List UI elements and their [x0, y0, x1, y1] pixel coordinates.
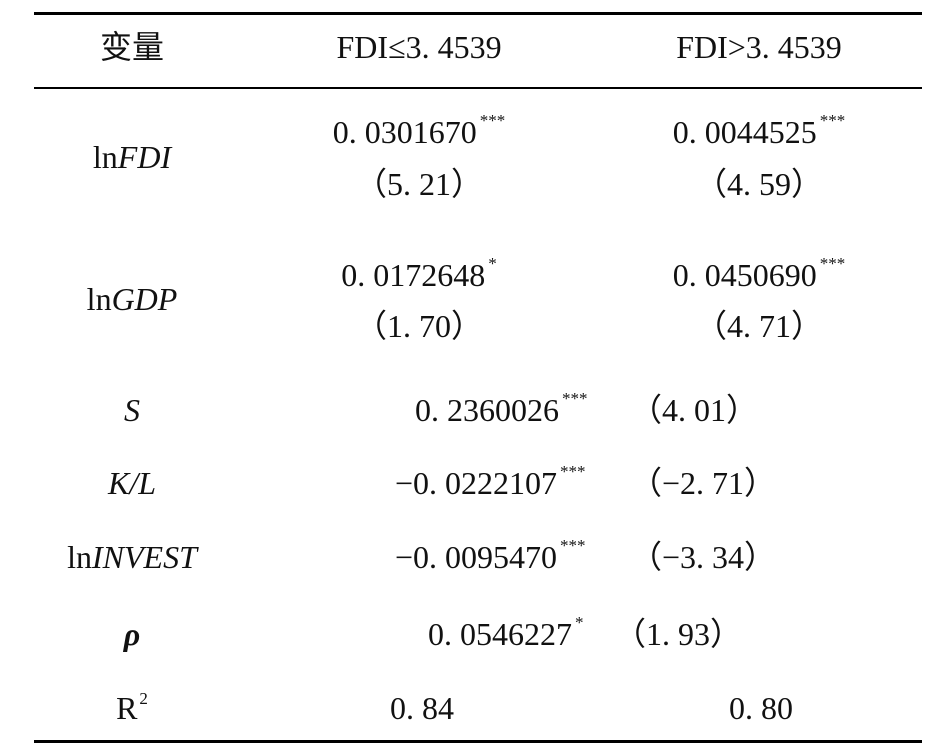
lngdp-col1-coef: 0. 0172648 *	[341, 254, 497, 293]
row-label-lnfdi: lnFDI	[92, 139, 172, 175]
lngdp-col2-t: （4. 71）	[694, 308, 824, 344]
lngdp-col2-coef: 0. 0450690 ***	[672, 254, 846, 293]
lnfdi-col1-coef: 0. 0301670 ***	[332, 111, 506, 150]
kl-t: （−2. 71）	[630, 465, 777, 501]
header-col2: FDI>3. 4539	[676, 29, 842, 65]
s-coef: 0. 2360026 ***	[415, 389, 588, 428]
rho-t: （1. 93）	[614, 616, 743, 652]
row-label-kl: K/L	[107, 465, 157, 501]
header-col1: FDI≤3. 4539	[336, 29, 502, 65]
header-rule	[34, 87, 922, 89]
lnfdi-col2-coef: 0. 0044525 ***	[672, 111, 846, 150]
rho-coef: 0. 0546227 *	[428, 613, 584, 652]
r2-col2: 0. 80	[729, 690, 793, 726]
lnfdi-col1-t: （5. 21）	[354, 166, 484, 202]
kl-coef: −0. 0222107 ***	[395, 462, 586, 501]
row-label-s: S	[124, 392, 140, 428]
lnfdi-col2-t: （4. 59）	[694, 166, 824, 202]
r2-col1: 0. 84	[390, 690, 454, 726]
lninvest-coef: −0. 0095470 ***	[395, 536, 586, 575]
row-label-lninvest: lnINVEST	[67, 539, 197, 575]
lngdp-col1-t: （1. 70）	[354, 308, 484, 344]
bottom-rule	[34, 740, 922, 743]
row-label-lngdp: lnGDP	[86, 281, 178, 317]
lninvest-t: （−3. 34）	[630, 539, 777, 575]
s-t: （4. 01）	[630, 392, 759, 428]
row-label-rho: ρ	[123, 616, 141, 652]
top-rule	[34, 12, 922, 15]
header-variable: 变量	[99, 29, 165, 65]
